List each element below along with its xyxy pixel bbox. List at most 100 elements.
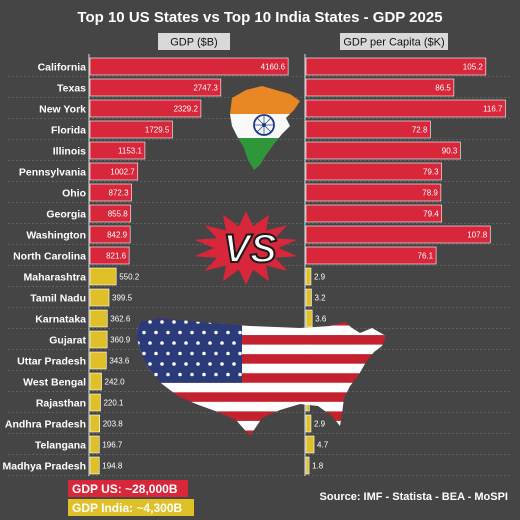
state-label: Gujarat — [49, 335, 86, 347]
pc-header-label: GDP per Capita ($K) — [343, 37, 444, 49]
pc-value-label: 76.1 — [418, 252, 434, 261]
flag-stripe — [136, 335, 386, 345]
gdp-bar — [89, 414, 101, 433]
state-label: West Bengal — [23, 377, 86, 389]
flag-star — [184, 320, 188, 324]
pc-bar — [305, 267, 312, 286]
pc-bar — [305, 141, 461, 160]
pc-value-label: 4.7 — [317, 441, 329, 450]
pc-value-label: 107.8 — [467, 231, 488, 240]
pc-value-label: 105.2 — [463, 63, 484, 72]
source-note: Source: IMF - Statista - BEA - MoSPI — [320, 491, 508, 503]
gdp-bar — [89, 99, 202, 118]
state-label: California — [38, 62, 87, 74]
legend-us-label: GDP US: ~28,000B — [72, 482, 178, 496]
gdp-value-label: 399.5 — [112, 294, 133, 303]
pc-bar — [305, 204, 443, 223]
gdp-bar — [89, 162, 139, 181]
flag-star — [160, 362, 164, 366]
pc-bar — [305, 435, 315, 454]
gdp-bar — [89, 246, 130, 265]
vs-burst: VS — [194, 211, 298, 285]
flag-stripe — [136, 354, 386, 364]
gdp-bar — [89, 456, 100, 475]
pc-value-label: 2.9 — [314, 273, 326, 282]
flag-star — [136, 320, 140, 324]
flag-star — [238, 330, 242, 335]
gdp-bar — [89, 435, 100, 454]
flag-star — [208, 320, 212, 324]
flag-star — [226, 351, 230, 356]
state-label: Illinois — [53, 146, 86, 158]
pc-bar — [305, 57, 487, 76]
gdp-bar — [89, 141, 146, 160]
flag-star — [142, 330, 146, 335]
flag-star — [232, 320, 236, 324]
flag-stripe — [136, 401, 386, 412]
flag-star — [172, 341, 176, 345]
flag-star — [142, 351, 146, 356]
pc-bar — [305, 162, 442, 181]
gdp-bar — [89, 267, 117, 286]
pc-value-label: 78.9 — [422, 189, 438, 198]
flag-star — [214, 351, 218, 356]
flag-star — [148, 362, 152, 366]
gdp-header-box — [158, 33, 230, 50]
flag-stripe — [136, 363, 386, 374]
usa-map-flag — [136, 318, 386, 436]
gdp-value-label: 203.8 — [103, 420, 124, 429]
flag-star — [238, 351, 242, 356]
pc-bar — [305, 309, 313, 328]
gdp-bar — [89, 330, 108, 349]
state-label: Washington — [26, 230, 86, 242]
india-map-flag — [230, 86, 300, 170]
pc-header-box — [340, 33, 448, 50]
flag-star — [220, 341, 224, 345]
state-label: Telangana — [35, 440, 86, 452]
gdp-value-label: 220.1 — [103, 399, 124, 408]
pc-value-label: 2.9 — [314, 420, 326, 429]
flag-star — [166, 330, 170, 335]
gdp-value-label: 194.8 — [102, 462, 123, 471]
flag-stripe — [136, 392, 386, 403]
pc-bar — [305, 246, 437, 265]
flag-star — [238, 372, 242, 377]
flag-star — [196, 320, 200, 324]
flag-star — [190, 372, 194, 377]
gdp-value-label: 855.8 — [108, 210, 129, 219]
flag-star — [160, 320, 164, 324]
pc-bar — [305, 414, 312, 433]
pc-bar — [305, 456, 310, 475]
flag-star — [232, 362, 236, 366]
state-label: Tamil Nadu — [30, 293, 86, 305]
legend-us-swatch — [68, 480, 188, 497]
gdp-value-label: 821.6 — [106, 252, 127, 261]
state-label: New York — [39, 104, 86, 116]
flag-stripe — [136, 373, 386, 384]
flag-star — [184, 362, 188, 366]
gdp-bar — [89, 204, 132, 223]
flag-stripe — [136, 430, 386, 436]
flag-star — [154, 372, 158, 377]
state-label: Pennsylvania — [19, 167, 86, 179]
state-label: Florida — [51, 125, 86, 137]
gdp-value-label: 842.9 — [107, 231, 128, 240]
flag-star — [184, 341, 188, 345]
flag-star — [208, 341, 212, 345]
state-label: Andhra Pradesh — [5, 419, 86, 431]
flag-stripe — [136, 325, 386, 336]
pc-value-label: 3.2 — [314, 294, 326, 303]
gdp-value-label: 1729.5 — [145, 126, 170, 135]
flag-star — [136, 341, 140, 345]
legend-india-label: GDP India: ~4,300B — [72, 501, 182, 515]
gdp-bar — [89, 183, 132, 202]
flag-star — [148, 341, 152, 345]
gdp-value-label: 4160.6 — [261, 63, 286, 72]
pc-value-label: 116.7 — [483, 105, 503, 114]
gdp-value-label: 362.6 — [110, 315, 131, 324]
pc-value-label: 79.4 — [423, 210, 439, 219]
gdp-bar — [89, 57, 289, 76]
gdp-value-label: 550.2 — [119, 273, 140, 282]
pc-bar — [305, 99, 506, 118]
